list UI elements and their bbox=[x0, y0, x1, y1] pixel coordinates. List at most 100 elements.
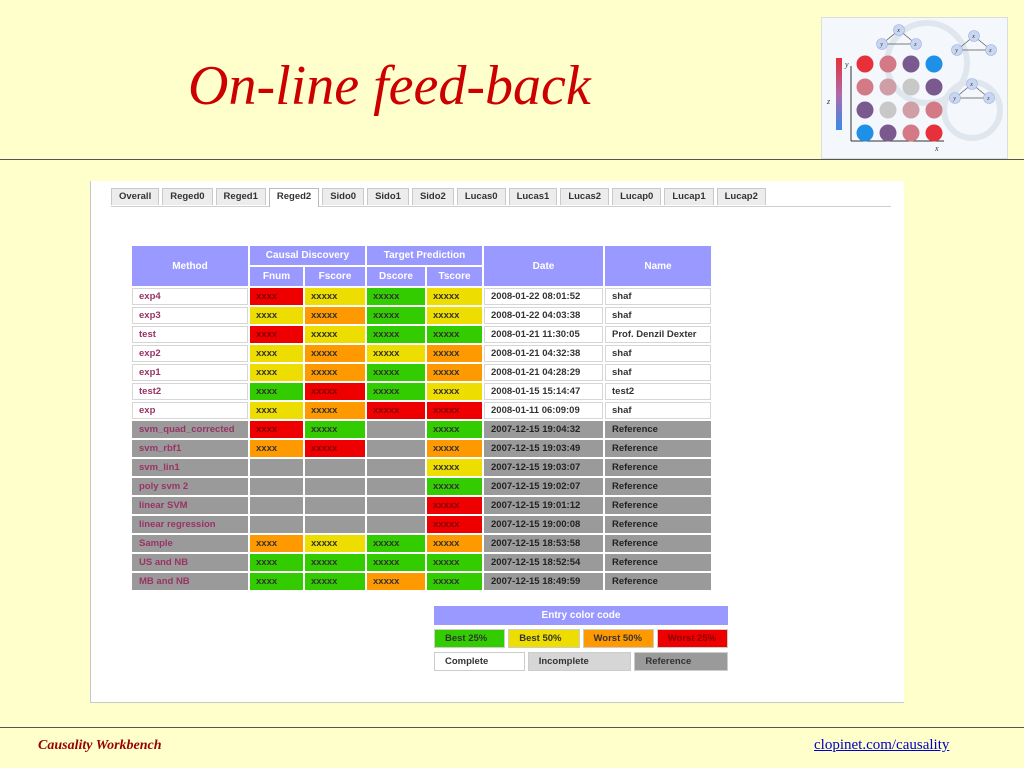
tab-lucas2[interactable]: Lucas2 bbox=[560, 188, 610, 205]
tscore-cell: xxxxx bbox=[427, 421, 482, 438]
dscore-cell: xxxxx bbox=[367, 402, 425, 419]
dscore-cell: xxxxx bbox=[367, 326, 425, 343]
method-link[interactable]: US and NB bbox=[132, 554, 248, 571]
tab-lucas0[interactable]: Lucas0 bbox=[456, 188, 506, 205]
tscore-cell: xxxxx bbox=[427, 440, 482, 457]
svg-text:x: x bbox=[934, 144, 939, 153]
name-cell: Reference bbox=[605, 440, 711, 457]
logo-dot bbox=[856, 101, 874, 119]
table-row: test xxxx xxxxx xxxxx xxxxx 2008-01-21 11:30:… bbox=[132, 326, 711, 343]
method-link[interactable]: test2 bbox=[132, 383, 248, 400]
name-cell: shaf bbox=[605, 307, 711, 324]
method-link[interactable]: exp bbox=[132, 402, 248, 419]
fscore-cell: xxxxx bbox=[305, 307, 365, 324]
method-link[interactable]: linear SVM bbox=[132, 497, 248, 514]
tab-overall[interactable]: Overall bbox=[111, 188, 160, 205]
tab-sido2[interactable]: Sido2 bbox=[411, 188, 454, 205]
logo-dot bbox=[925, 101, 943, 119]
dscore-cell bbox=[367, 440, 425, 457]
method-link[interactable]: exp4 bbox=[132, 288, 248, 305]
fscore-cell: xxxxx bbox=[305, 364, 365, 381]
tscore-cell: xxxxx bbox=[427, 288, 482, 305]
tscore-cell: xxxxx bbox=[427, 573, 482, 590]
legend-best50: Best 50% bbox=[508, 629, 580, 648]
logo-dot bbox=[856, 124, 874, 142]
tab-reged1[interactable]: Reged1 bbox=[215, 188, 266, 205]
slide-title: On-line feed-back bbox=[188, 55, 591, 117]
dscore-cell bbox=[367, 497, 425, 514]
fnum-cell: xxxx bbox=[250, 345, 303, 362]
tab-lucap0[interactable]: Lucap0 bbox=[612, 188, 662, 205]
date-cell: 2008-01-21 11:30:05 bbox=[484, 326, 603, 343]
fnum-cell: xxxx bbox=[250, 554, 303, 571]
date-cell: 2008-01-22 08:01:52 bbox=[484, 288, 603, 305]
fscore-cell: xxxxx bbox=[305, 383, 365, 400]
name-cell: shaf bbox=[605, 402, 711, 419]
method-link[interactable]: svm_rbf1 bbox=[132, 440, 248, 457]
table-row: svm_rbf1 xxxx xxxxx xxxxx 2007-12-15 19:03:4… bbox=[132, 440, 711, 457]
tab-reged0[interactable]: Reged0 bbox=[162, 188, 213, 205]
name-cell: Reference bbox=[605, 478, 711, 495]
name-cell: Reference bbox=[605, 421, 711, 438]
date-cell: 2008-01-22 04:03:38 bbox=[484, 307, 603, 324]
fscore-cell: xxxxx bbox=[305, 421, 365, 438]
fnum-cell bbox=[250, 459, 303, 476]
header-dscore: Dscore bbox=[367, 267, 425, 286]
fnum-cell: xxxx bbox=[250, 421, 303, 438]
method-link[interactable]: exp1 bbox=[132, 364, 248, 381]
fscore-cell: xxxxx bbox=[305, 535, 365, 552]
legend-worst25: Worst 25% bbox=[656, 629, 728, 648]
tscore-cell: xxxxx bbox=[427, 554, 482, 571]
tab-sido1[interactable]: Sido1 bbox=[367, 188, 409, 205]
fscore-cell: xxxxx bbox=[305, 554, 365, 571]
name-cell: test2 bbox=[605, 383, 711, 400]
method-link[interactable]: poly svm 2 bbox=[132, 478, 248, 495]
table-row: Sample xxxx xxxxx xxxxx xxxxx 2007-12-15 18:5… bbox=[132, 535, 711, 552]
method-link[interactable]: Sample bbox=[132, 535, 248, 552]
method-link[interactable]: svm_lin1 bbox=[132, 459, 248, 476]
table-row: svm_quad_corrected xxxx xxxxx xxxxx 2007-12-… bbox=[132, 421, 711, 438]
dscore-cell bbox=[367, 516, 425, 533]
logo-dot bbox=[879, 124, 897, 142]
method-link[interactable]: test bbox=[132, 326, 248, 343]
method-link[interactable]: linear regression bbox=[132, 516, 248, 533]
header-method: Method bbox=[132, 246, 248, 286]
dscore-cell: xxxxx bbox=[367, 307, 425, 324]
method-link[interactable]: svm_quad_corrected bbox=[132, 421, 248, 438]
color-legend: Entry color code Best 25% Best 50% Worst… bbox=[434, 606, 728, 671]
tab-sido0[interactable]: Sido0 bbox=[322, 188, 365, 205]
dscore-cell bbox=[367, 478, 425, 495]
svg-text:x: x bbox=[896, 28, 900, 34]
tab-lucap2[interactable]: Lucap2 bbox=[716, 188, 766, 205]
fscore-cell bbox=[305, 459, 365, 476]
fnum-cell bbox=[250, 478, 303, 495]
method-link[interactable]: MB and NB bbox=[132, 573, 248, 590]
table-row: linear regression xxxxx 2007-12-15 19:00:0… bbox=[132, 516, 711, 533]
method-link[interactable]: exp2 bbox=[132, 345, 248, 362]
date-cell: 2007-12-15 18:53:58 bbox=[484, 535, 603, 552]
fscore-cell bbox=[305, 478, 365, 495]
logo-dot bbox=[856, 78, 874, 96]
logo-dot bbox=[925, 124, 943, 142]
fnum-cell bbox=[250, 516, 303, 533]
logo-dot bbox=[902, 124, 920, 142]
svg-text:y: y bbox=[879, 42, 883, 48]
tab-lucas1[interactable]: Lucas1 bbox=[508, 188, 558, 205]
footer-link[interactable]: clopinet.com/causality bbox=[814, 737, 950, 753]
header-tscore: Tscore bbox=[427, 267, 482, 286]
tab-lucap1[interactable]: Lucap1 bbox=[664, 188, 714, 205]
fscore-cell bbox=[305, 516, 365, 533]
legend-complete: Complete bbox=[434, 652, 525, 671]
table-row: exp1 xxxx xxxxx xxxxx xxxxx 2008-01-21 04:28:… bbox=[132, 364, 711, 381]
fscore-cell: xxxxx bbox=[305, 326, 365, 343]
logo-dot bbox=[856, 55, 874, 73]
dscore-cell bbox=[367, 421, 425, 438]
tab-reged2[interactable]: Reged2 bbox=[268, 188, 320, 207]
method-link[interactable]: exp3 bbox=[132, 307, 248, 324]
date-cell: 2008-01-21 04:32:38 bbox=[484, 345, 603, 362]
legend-reference: Reference bbox=[634, 652, 728, 671]
fscore-cell: xxxxx bbox=[305, 573, 365, 590]
fnum-cell: xxxx bbox=[250, 440, 303, 457]
logo-dot bbox=[902, 101, 920, 119]
svg-text:y: y bbox=[844, 60, 849, 69]
